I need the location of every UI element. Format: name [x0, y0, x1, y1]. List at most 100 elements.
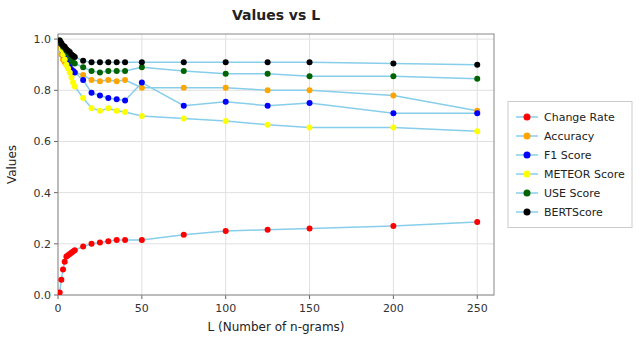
y-tick [54, 295, 58, 296]
x-tick-label: 250 [467, 302, 488, 315]
data-point [474, 219, 480, 225]
y-tick-label: 0.0 [34, 289, 52, 302]
legend-marker [524, 171, 531, 178]
y-tick [54, 39, 58, 40]
data-point [307, 100, 313, 106]
legend-label: USE Score [544, 187, 601, 200]
legend-label: BERTScore [544, 206, 603, 219]
data-point [122, 59, 128, 65]
data-point [89, 59, 95, 65]
legend-label: Change Rate [544, 111, 615, 124]
title: Values vs L [232, 7, 320, 23]
data-point [114, 59, 120, 65]
data-point [307, 87, 313, 93]
legend-marker [524, 209, 531, 216]
x-grid-line [393, 34, 394, 295]
data-point [80, 77, 86, 83]
data-point [181, 103, 187, 109]
x-grid-line [141, 34, 142, 295]
legend-marker [524, 190, 531, 197]
data-point [307, 59, 313, 65]
y-tick-label: 0.8 [34, 84, 52, 97]
data-point [62, 259, 68, 265]
data-point [122, 68, 128, 74]
data-point [62, 57, 68, 63]
data-point [114, 237, 120, 243]
x-tick-label: 0 [55, 302, 62, 315]
data-point [105, 59, 111, 65]
data-point [97, 78, 103, 84]
data-point [181, 115, 187, 121]
x-tick-label: 200 [383, 302, 404, 315]
data-point [89, 105, 95, 111]
data-point [89, 90, 95, 96]
data-point [390, 124, 396, 130]
data-point [105, 238, 111, 244]
data-point [114, 96, 120, 102]
y-tick-label: 0.4 [34, 187, 52, 200]
data-point [58, 277, 64, 283]
series-line [60, 43, 478, 113]
data-point [139, 80, 145, 86]
legend-marker [524, 152, 531, 159]
markers [58, 37, 480, 295]
y-tick [54, 90, 58, 91]
data-point [223, 85, 229, 91]
y-tick [54, 243, 58, 244]
data-point [80, 58, 86, 64]
x-grid-line [309, 34, 310, 295]
x-tick [477, 295, 478, 299]
data-point [223, 228, 229, 234]
series-line [60, 40, 478, 64]
data-point [72, 83, 78, 89]
data-point [474, 62, 480, 68]
y-tick [54, 141, 58, 142]
x-axis-label: L (Number of n-grams) [207, 320, 344, 334]
y-tick-label: 0.2 [34, 238, 52, 251]
data-point [474, 110, 480, 116]
data-point [67, 69, 73, 75]
data-point [265, 103, 271, 109]
data-point [105, 95, 111, 101]
series-line [60, 47, 478, 111]
lines [60, 40, 478, 292]
data-point [223, 118, 229, 124]
data-point [265, 122, 271, 128]
data-point [474, 128, 480, 134]
y-tick-label: 0.6 [34, 135, 52, 148]
series-line [60, 40, 478, 78]
data-point [122, 77, 128, 83]
series-line [60, 222, 478, 292]
data-point [307, 225, 313, 231]
data-point [265, 87, 271, 93]
data-point [307, 124, 313, 130]
data-point [105, 105, 111, 111]
y-grid-line [58, 243, 494, 244]
x-tick [309, 295, 310, 299]
x-tick [58, 295, 59, 299]
y-tick-label: 1.0 [34, 33, 52, 46]
data-point [223, 71, 229, 77]
data-point [68, 75, 74, 81]
legend-box [508, 102, 632, 228]
data-point [105, 68, 111, 74]
x-tick-label: 150 [299, 302, 320, 315]
data-point [474, 76, 480, 82]
data-point [181, 59, 187, 65]
y-tick [54, 192, 58, 193]
data-point [72, 60, 78, 66]
legend-marker [524, 133, 531, 140]
data-point [80, 95, 86, 101]
legend-label: Accuracy [544, 130, 595, 143]
x-tick [141, 295, 142, 299]
data-point [139, 59, 145, 65]
data-point [97, 240, 103, 246]
data-point [89, 68, 95, 74]
data-point [60, 266, 66, 272]
x-tick-label: 50 [135, 302, 149, 315]
data-point [72, 247, 78, 253]
data-point [122, 109, 128, 115]
data-point [105, 77, 111, 83]
legend-label: F1 Score [544, 149, 592, 162]
data-point [97, 59, 103, 65]
